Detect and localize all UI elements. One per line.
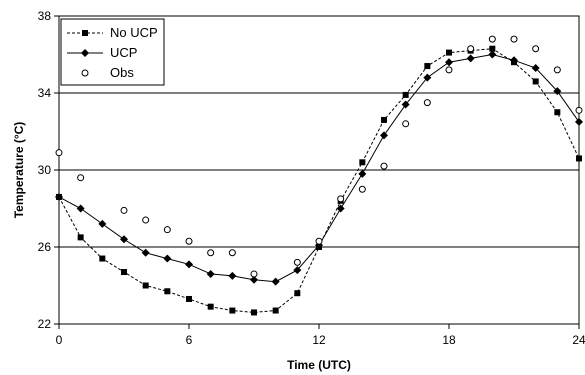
data-point-no-ucp — [186, 295, 192, 302]
data-point-obs — [510, 35, 518, 43]
data-point-no-ucp — [229, 307, 236, 314]
data-point-no-ucp — [532, 78, 539, 85]
data-point-no-ucp — [77, 234, 84, 241]
data-point-ucp — [575, 117, 583, 126]
x-tick-label: 24 — [572, 333, 585, 347]
data-point-ucp — [55, 192, 63, 201]
data-point-ucp — [98, 219, 107, 228]
data-point-obs — [77, 174, 85, 182]
data-point-obs — [402, 120, 410, 128]
legend-item-no-ucp: No UCP — [67, 25, 158, 40]
data-point-ucp — [336, 204, 345, 213]
data-point-no-ucp — [121, 269, 127, 276]
series-ucp — [55, 50, 583, 286]
y-tick-label: 38 — [38, 9, 52, 23]
data-point-obs — [532, 45, 540, 53]
data-point-ucp — [293, 266, 302, 275]
legend-label-obs: Obs — [110, 65, 134, 80]
data-point-obs — [142, 216, 150, 224]
data-point-ucp — [250, 275, 258, 284]
data-point-obs — [445, 66, 453, 74]
data-point-obs — [467, 45, 475, 53]
data-point-ucp — [185, 260, 193, 269]
data-point-ucp — [445, 58, 453, 67]
data-point-no-ucp — [272, 307, 279, 314]
data-point-no-ucp — [164, 288, 171, 295]
legend-marker-obs — [81, 69, 89, 77]
data-point-ucp — [401, 100, 410, 109]
data-point-no-ucp — [576, 155, 582, 162]
x-tick-label: 18 — [442, 333, 456, 347]
data-point-obs — [575, 106, 583, 114]
data-point-no-ucp — [142, 282, 149, 289]
y-tick-label: 34 — [38, 86, 52, 100]
data-point-obs — [337, 195, 345, 203]
legend: No UCP UCP Obs — [60, 18, 165, 86]
data-point-ucp — [228, 271, 237, 280]
data-point-no-ucp — [381, 116, 387, 123]
legend-label-ucp: UCP — [110, 45, 137, 60]
data-point-obs — [185, 237, 193, 245]
data-point-no-ucp — [294, 290, 301, 297]
data-point-obs — [120, 206, 128, 214]
data-point-obs — [488, 35, 496, 43]
y-tick-label: 22 — [38, 317, 52, 331]
data-point-ucp — [271, 277, 280, 286]
data-point-ucp — [466, 54, 475, 63]
data-point-no-ucp — [489, 45, 496, 52]
data-point-obs — [163, 226, 171, 234]
data-point-no-ucp — [424, 63, 431, 70]
y-axis-title: Temperature (°C) — [12, 122, 26, 219]
data-point-obs — [423, 99, 431, 107]
data-point-obs — [207, 249, 215, 257]
y-axis-ticks: 22 26 30 34 38 — [38, 9, 59, 331]
data-point-no-ucp — [251, 309, 257, 316]
legend-item-obs: Obs — [81, 65, 134, 80]
data-point-no-ucp — [446, 49, 452, 56]
x-tick-label: 12 — [312, 333, 326, 347]
legend-marker-ucp — [81, 49, 89, 57]
data-point-ucp — [358, 169, 367, 178]
x-tick-label: 0 — [56, 333, 63, 347]
legend-label-no-ucp: No UCP — [110, 25, 158, 40]
series-layer — [55, 35, 583, 316]
data-point-ucp — [423, 73, 432, 82]
y-tick-label: 26 — [38, 240, 52, 254]
data-point-obs — [250, 270, 258, 278]
data-point-obs — [228, 249, 236, 257]
data-point-ucp — [206, 269, 215, 278]
data-point-obs — [553, 66, 561, 74]
data-point-ucp — [76, 204, 85, 213]
data-point-ucp — [488, 50, 497, 59]
legend-item-ucp: UCP — [67, 45, 137, 60]
data-point-obs — [293, 258, 301, 266]
legend-box — [60, 18, 165, 86]
data-point-ucp — [163, 254, 172, 263]
data-point-obs — [315, 237, 323, 245]
data-point-ucp — [553, 87, 562, 96]
data-point-no-ucp — [99, 255, 106, 262]
data-point-obs — [358, 185, 366, 193]
data-point-ucp — [120, 235, 128, 244]
data-point-ucp — [380, 131, 388, 140]
data-point-no-ucp — [359, 159, 366, 166]
x-axis-title: Time (UTC) — [287, 358, 351, 372]
data-point-obs — [380, 162, 388, 170]
series-obs — [55, 35, 583, 278]
x-tick-label: 6 — [186, 333, 193, 347]
data-point-no-ucp — [207, 303, 214, 310]
x-axis-ticks: 0 6 12 18 24 — [56, 324, 585, 347]
data-point-no-ucp — [402, 91, 409, 98]
data-point-obs — [55, 149, 63, 157]
data-point-ucp — [141, 248, 150, 257]
data-point-ucp — [510, 56, 518, 65]
data-point-ucp — [531, 63, 540, 72]
y-tick-label: 30 — [38, 163, 52, 177]
legend-marker-no-ucp — [82, 30, 88, 36]
data-point-no-ucp — [554, 109, 561, 116]
